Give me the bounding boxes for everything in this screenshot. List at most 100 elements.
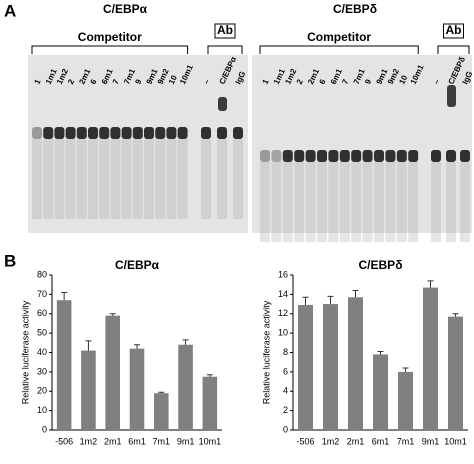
x-tick-label: 7m1 [153,436,171,446]
gel-band [431,150,441,162]
bar [298,305,313,430]
error-bar [427,280,434,288]
gel-smear [294,162,305,242]
gel-band [305,150,316,162]
gel-band [460,150,470,162]
y-axis-label: Relative luciferase activity [20,300,30,404]
gel-smear [166,139,177,219]
y-tick-label: 30 [37,366,47,376]
gel-band [217,127,227,139]
gel-band [65,127,76,139]
competitor-label: Competitor [307,30,371,44]
bar [448,316,463,430]
bar [154,393,169,430]
gel-smear [121,139,132,219]
gel-smear [110,139,121,219]
bar [105,315,120,430]
gel-band [362,150,373,162]
x-tick-label: 6m1 [372,436,390,446]
x-tick-label: -506 [55,436,73,446]
gel-band [339,150,350,162]
gel-smear [460,162,470,242]
lane-label: 6 [318,77,328,85]
gel-band [54,127,65,139]
gel-smear [282,162,293,242]
x-tick-label: 2m1 [104,436,122,446]
lane-label: 9 [363,77,373,85]
x-tick-label: 10m1 [444,436,467,446]
gel-band [155,127,166,139]
x-tick-label: 6m1 [128,436,146,446]
gel-background [252,55,472,233]
gel-smear [446,162,456,242]
gel-smear [76,139,87,219]
gel-smear [374,162,384,242]
lane-label: 1 [261,77,271,85]
bracket [259,45,419,54]
bar [423,287,438,430]
gel-smear [317,162,327,242]
gel-band [177,127,188,139]
chart-title: C/EBPα [115,258,160,272]
bracket [31,45,189,54]
y-tick-label: 10 [37,405,47,415]
error-bar [134,344,140,349]
y-tick-label: 60 [37,308,47,318]
x-tick-label: 7m1 [397,436,415,446]
bar [398,371,413,430]
gel-band [43,127,54,139]
bar [323,304,338,430]
gel-band [144,127,154,139]
y-tick-label: 16 [278,269,288,279]
lane-label: 7 [111,77,121,85]
x-tick-label: 1m2 [80,436,98,446]
gel-band [233,127,243,139]
y-tick-label: 14 [278,289,288,299]
gel-smear [132,139,143,219]
x-tick-label: 1m2 [322,436,340,446]
gel-smear [408,162,419,242]
error-bar [182,339,189,345]
gel-band [166,127,177,139]
gel-band [328,150,339,162]
gel-band [260,150,270,162]
supershift-band [447,85,456,107]
gel-smear [217,139,227,219]
y-tick-label: 0 [42,424,47,434]
gel-band [32,127,42,139]
competitor-label: Competitor [78,30,142,44]
gel-band [317,150,327,162]
lane-label: 7 [340,77,350,85]
bar [56,300,72,430]
gel-smear [177,139,188,219]
bar [202,376,218,430]
error-bar [352,290,359,298]
ab-label: Ab [217,23,233,37]
gel-smear [43,139,54,219]
y-tick-label: 6 [283,366,288,376]
gel-smear [155,139,166,219]
y-tick-label: 10 [278,328,288,338]
gel-band [294,150,305,162]
gel-band [110,127,121,139]
gel-band [201,127,211,139]
lane-label: 9 [133,77,143,85]
error-bar [158,391,165,394]
gel-smear [396,162,407,242]
lane-label: 1 [33,77,43,85]
gel-band [76,127,87,139]
gel-band [396,150,407,162]
x-tick-label: 9m1 [177,436,195,446]
lane-label: – [432,77,442,85]
y-tick-label: 8 [283,347,288,357]
y-tick-label: 4 [283,386,288,396]
y-tick-label: 2 [283,405,288,415]
lane-label: 10 [167,73,179,85]
gel-band [374,150,384,162]
gel-smear [144,139,154,219]
gel-band [132,127,143,139]
gel-smear [385,162,396,242]
supershift-band [218,97,227,111]
gel-smear [328,162,339,242]
